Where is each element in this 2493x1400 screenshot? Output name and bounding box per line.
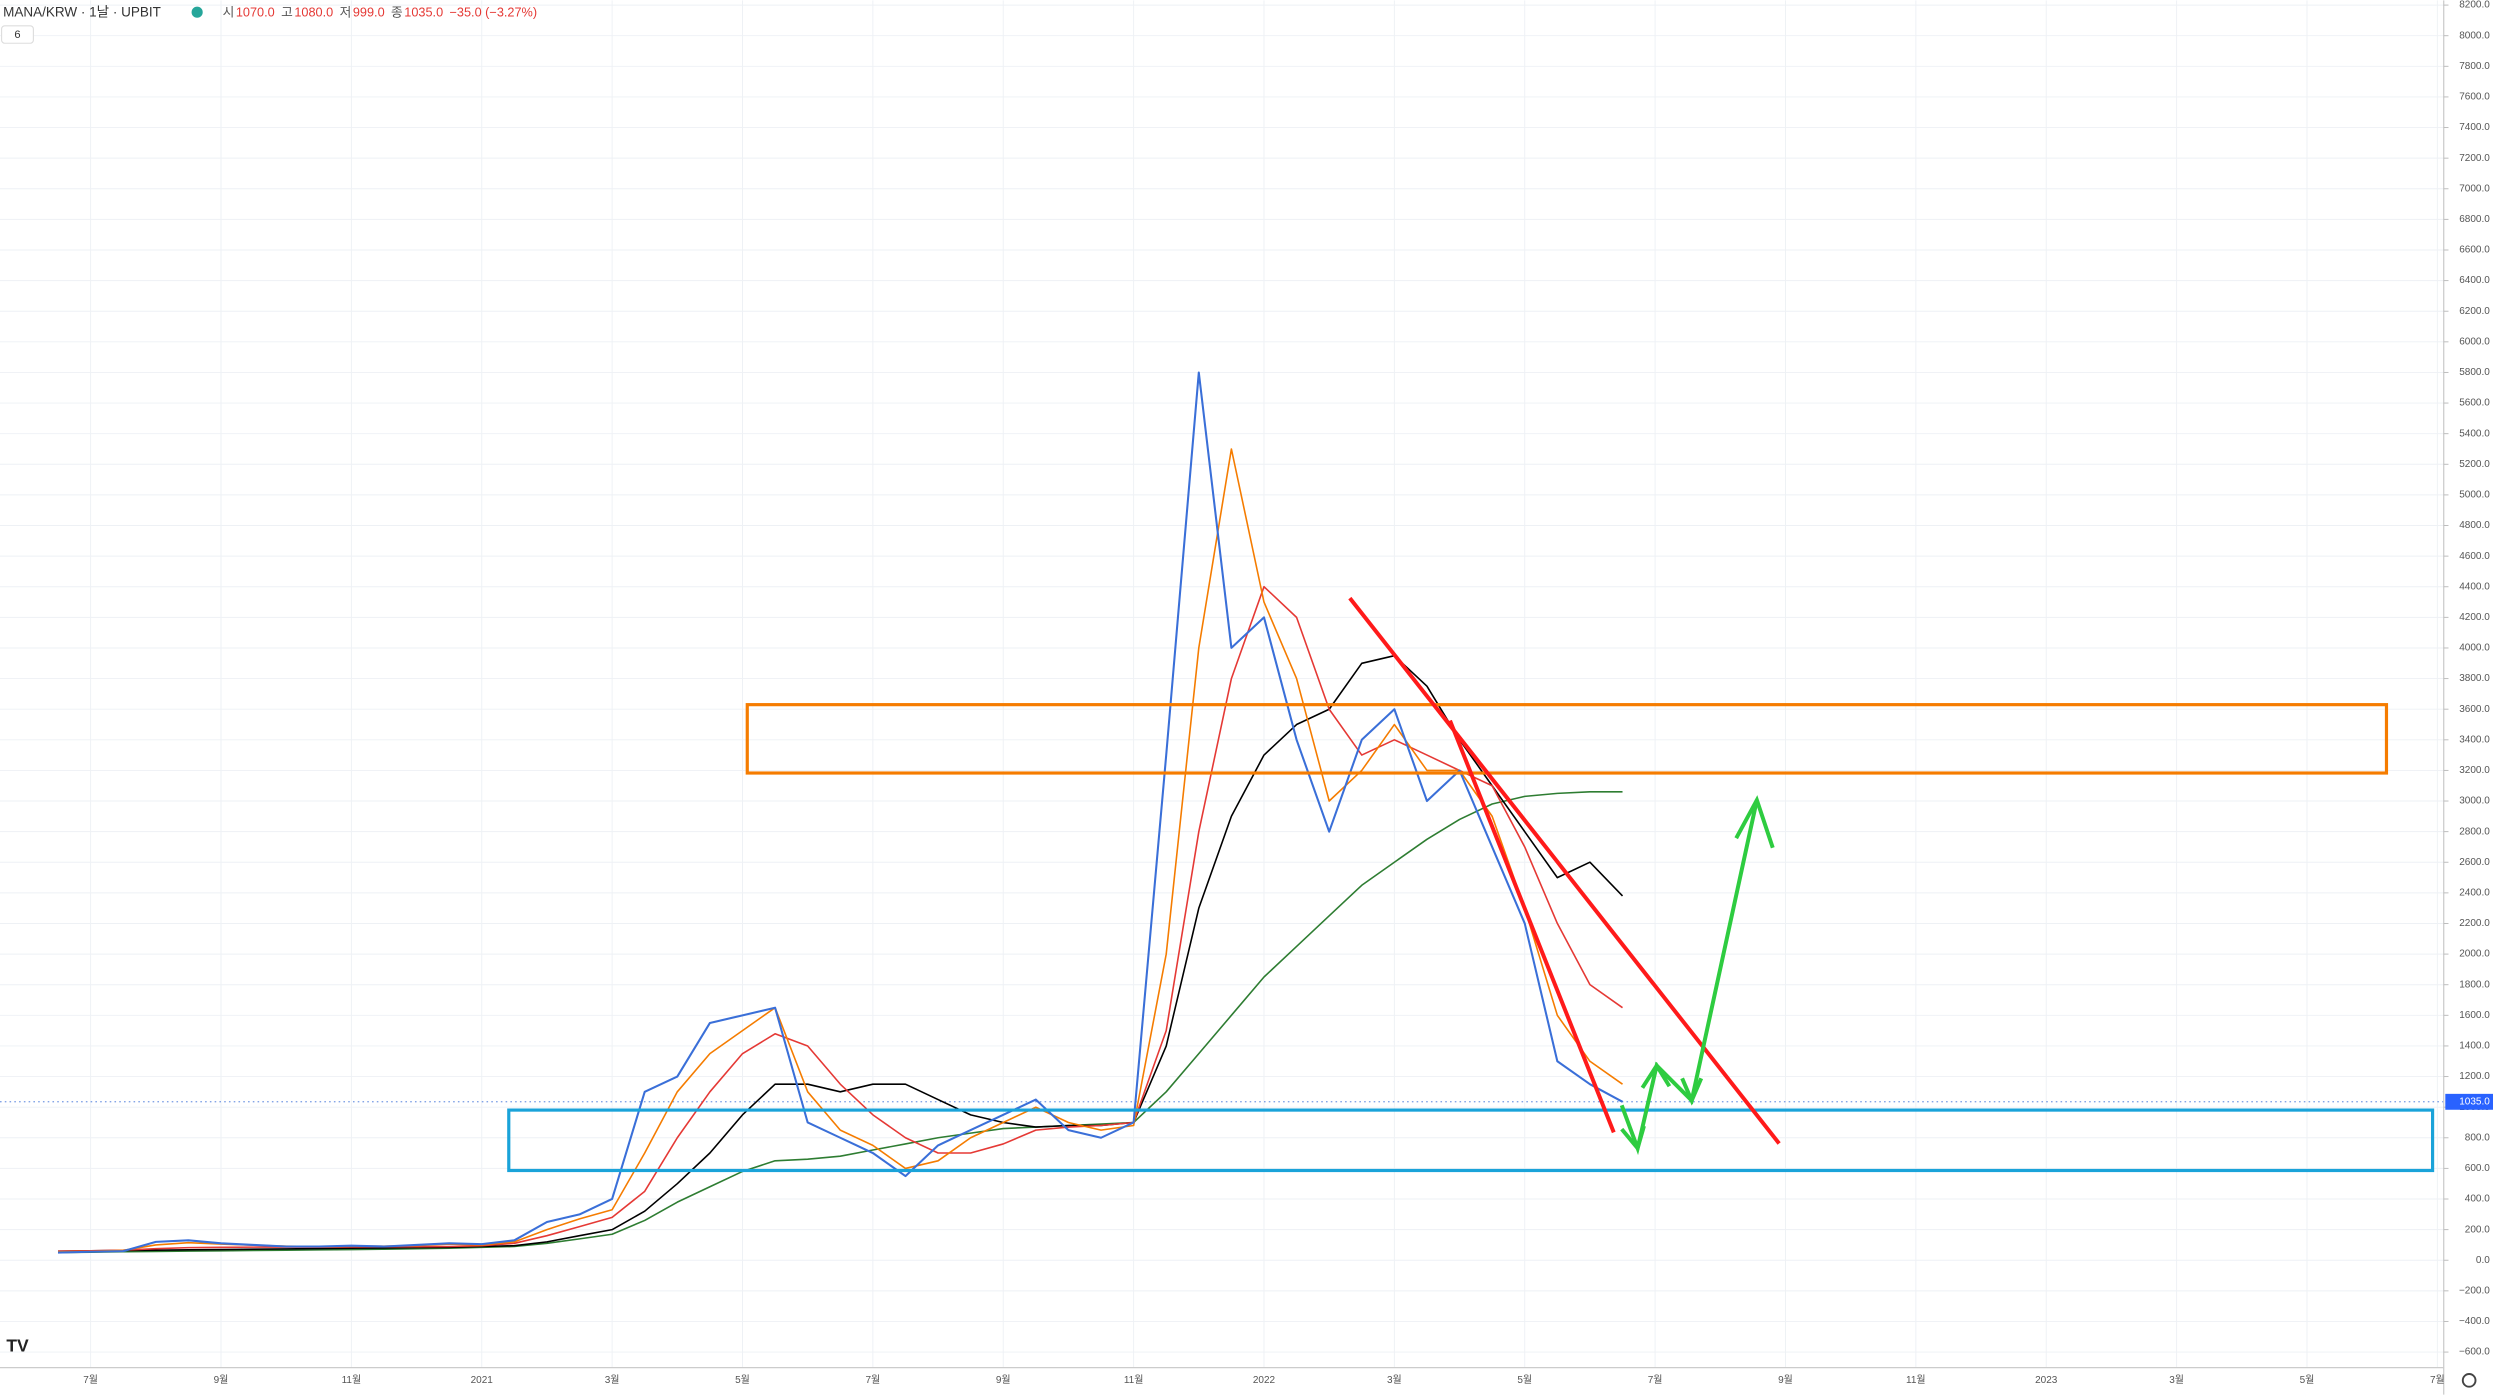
y-tick-label: 2400.0: [2459, 888, 2490, 899]
x-tick-label: 5월: [2300, 1374, 2315, 1386]
y-tick-label: 2000.0: [2459, 949, 2490, 960]
ohlc: 시 1070.0 고 1080.0 저 999.0 종 1035.0 −35.0 (−3.27%…: [223, 4, 538, 19]
x-tick-label: 9월: [996, 1374, 1011, 1386]
arrow-head: [1620, 1125, 1646, 1153]
y-tick-label: −600.0: [2459, 1347, 2490, 1358]
y-tick-label: 8000.0: [2459, 30, 2490, 41]
indicator-toggle[interactable]: [1, 25, 34, 44]
x-tick-label: 3월: [605, 1374, 620, 1386]
support-box: [507, 1108, 2435, 1173]
y-tick-label: 5000.0: [2459, 490, 2490, 501]
price-change: −35.0 (−3.27%): [450, 4, 538, 19]
y-tick-label: 3400.0: [2459, 734, 2490, 745]
y-tick-label: 600.0: [2465, 1163, 2490, 1174]
x-tick-label: 9월: [214, 1374, 229, 1386]
ohlc-value: 1070.0: [236, 4, 275, 19]
y-tick-label: 5200.0: [2459, 459, 2490, 470]
series-line: [58, 790, 1623, 1254]
indicator-count[interactable]: 6: [14, 29, 20, 41]
x-tick-label: 11월: [1124, 1374, 1144, 1386]
y-tick-label: 5400.0: [2459, 428, 2490, 439]
y-tick-label: −200.0: [2459, 1285, 2490, 1296]
series-line: [58, 371, 1624, 1254]
y-tick-label: 2800.0: [2459, 826, 2490, 837]
y-tick-label: 4800.0: [2459, 520, 2490, 531]
series-line: [58, 448, 1623, 1253]
ohlc-value: 1035.0: [404, 4, 443, 19]
x-tick-label: 3월: [1387, 1374, 1402, 1386]
y-tick-label: 7800.0: [2459, 61, 2490, 72]
x-tick-label: 2021: [471, 1375, 494, 1386]
status-dot: [191, 6, 203, 18]
logo: TV: [6, 1336, 29, 1356]
y-tick-label: 400.0: [2465, 1194, 2490, 1205]
annotations: [507, 596, 2435, 1173]
x-tick-label: 11월: [1906, 1374, 1926, 1386]
y-tick-label: 3600.0: [2459, 704, 2490, 715]
last-price-box: [2445, 1093, 2493, 1110]
ohlc-name: 종: [391, 4, 403, 19]
y-tick-label: 7600.0: [2459, 92, 2490, 103]
x-tick-label: 2022: [1253, 1375, 1276, 1386]
y-tick-label: 6800.0: [2459, 214, 2490, 225]
y-tick-label: 200.0: [2465, 1224, 2490, 1235]
x-tick-label: 7월: [1648, 1374, 1663, 1386]
y-tick-label: 5800.0: [2459, 367, 2490, 378]
x-tick-label: 9월: [1778, 1374, 1793, 1386]
axes: −600.0 −400.0 −200.0 0.0 200.0 400.0 600.0 800.…: [83, 0, 2493, 1386]
y-tick-label: 3200.0: [2459, 765, 2490, 776]
y-tick-label: 4600.0: [2459, 551, 2490, 562]
y-tick-label: 4000.0: [2459, 643, 2490, 654]
y-tick-label: 3000.0: [2459, 796, 2490, 807]
ohlc-name: 고: [281, 4, 293, 19]
y-tick-label: 3800.0: [2459, 673, 2490, 684]
y-tick-label: 4400.0: [2459, 581, 2490, 592]
grid: [0, 0, 2444, 1368]
y-tick-label: 7000.0: [2459, 183, 2490, 194]
y-tick-label: 6200.0: [2459, 306, 2490, 317]
resistance-box: [745, 703, 2389, 775]
y-tick-label: 2600.0: [2459, 857, 2490, 868]
trend-line: [1348, 596, 1781, 1145]
y-tick-label: 6400.0: [2459, 275, 2490, 286]
x-tick-label: 7월: [2430, 1374, 2445, 1386]
settings-icon[interactable]: [2461, 1373, 2477, 1388]
y-tick-label: 1600.0: [2459, 1010, 2490, 1021]
x-tick-label: 5월: [1517, 1374, 1532, 1386]
arrow-head: [1734, 795, 1775, 849]
y-tick-label: −400.0: [2459, 1316, 2490, 1327]
trend-line: [1448, 719, 1616, 1134]
y-tick-label: 4200.0: [2459, 612, 2490, 623]
y-tick-label: 1400.0: [2459, 1041, 2490, 1052]
ohlc-name: 시: [223, 4, 235, 19]
arrow-head: [1640, 1061, 1672, 1089]
y-tick-label: 6600.0: [2459, 245, 2490, 256]
ohlc-value: 1080.0: [294, 4, 333, 19]
y-tick-label: 1200.0: [2459, 1071, 2490, 1082]
series-lines: [0, 371, 2444, 1254]
x-tick-label: 11월: [342, 1374, 362, 1386]
x-tick-label: 3월: [2169, 1374, 2184, 1386]
ohlc-name: 저: [340, 4, 352, 19]
series-line: [58, 585, 1623, 1252]
symbol: MANA/KRW · 1날 · UPBIT: [3, 5, 161, 20]
x-tick-label: 5월: [735, 1374, 750, 1386]
y-tick-label: 8200.0: [2459, 0, 2490, 11]
y-tick-label: 5600.0: [2459, 398, 2490, 409]
y-tick-label: 7200.0: [2459, 153, 2490, 164]
y-tick-label: 800.0: [2465, 1132, 2490, 1143]
y-tick-label: 1800.0: [2459, 979, 2490, 990]
y-tick-label: 0.0: [2476, 1255, 2490, 1266]
ohlc-value: 999.0: [353, 4, 385, 19]
x-tick-label: 2023: [2035, 1375, 2058, 1386]
last-price-label: 1035.0: [2459, 1096, 2490, 1107]
y-tick-label: 7400.0: [2459, 122, 2490, 133]
x-tick-label: 7월: [83, 1374, 98, 1386]
y-tick-label: 6000.0: [2459, 336, 2490, 347]
series-line: [58, 654, 1624, 1252]
arrow-head: [1680, 1077, 1704, 1106]
y-tick-label: 2200.0: [2459, 918, 2490, 929]
x-tick-label: 7월: [865, 1374, 880, 1386]
